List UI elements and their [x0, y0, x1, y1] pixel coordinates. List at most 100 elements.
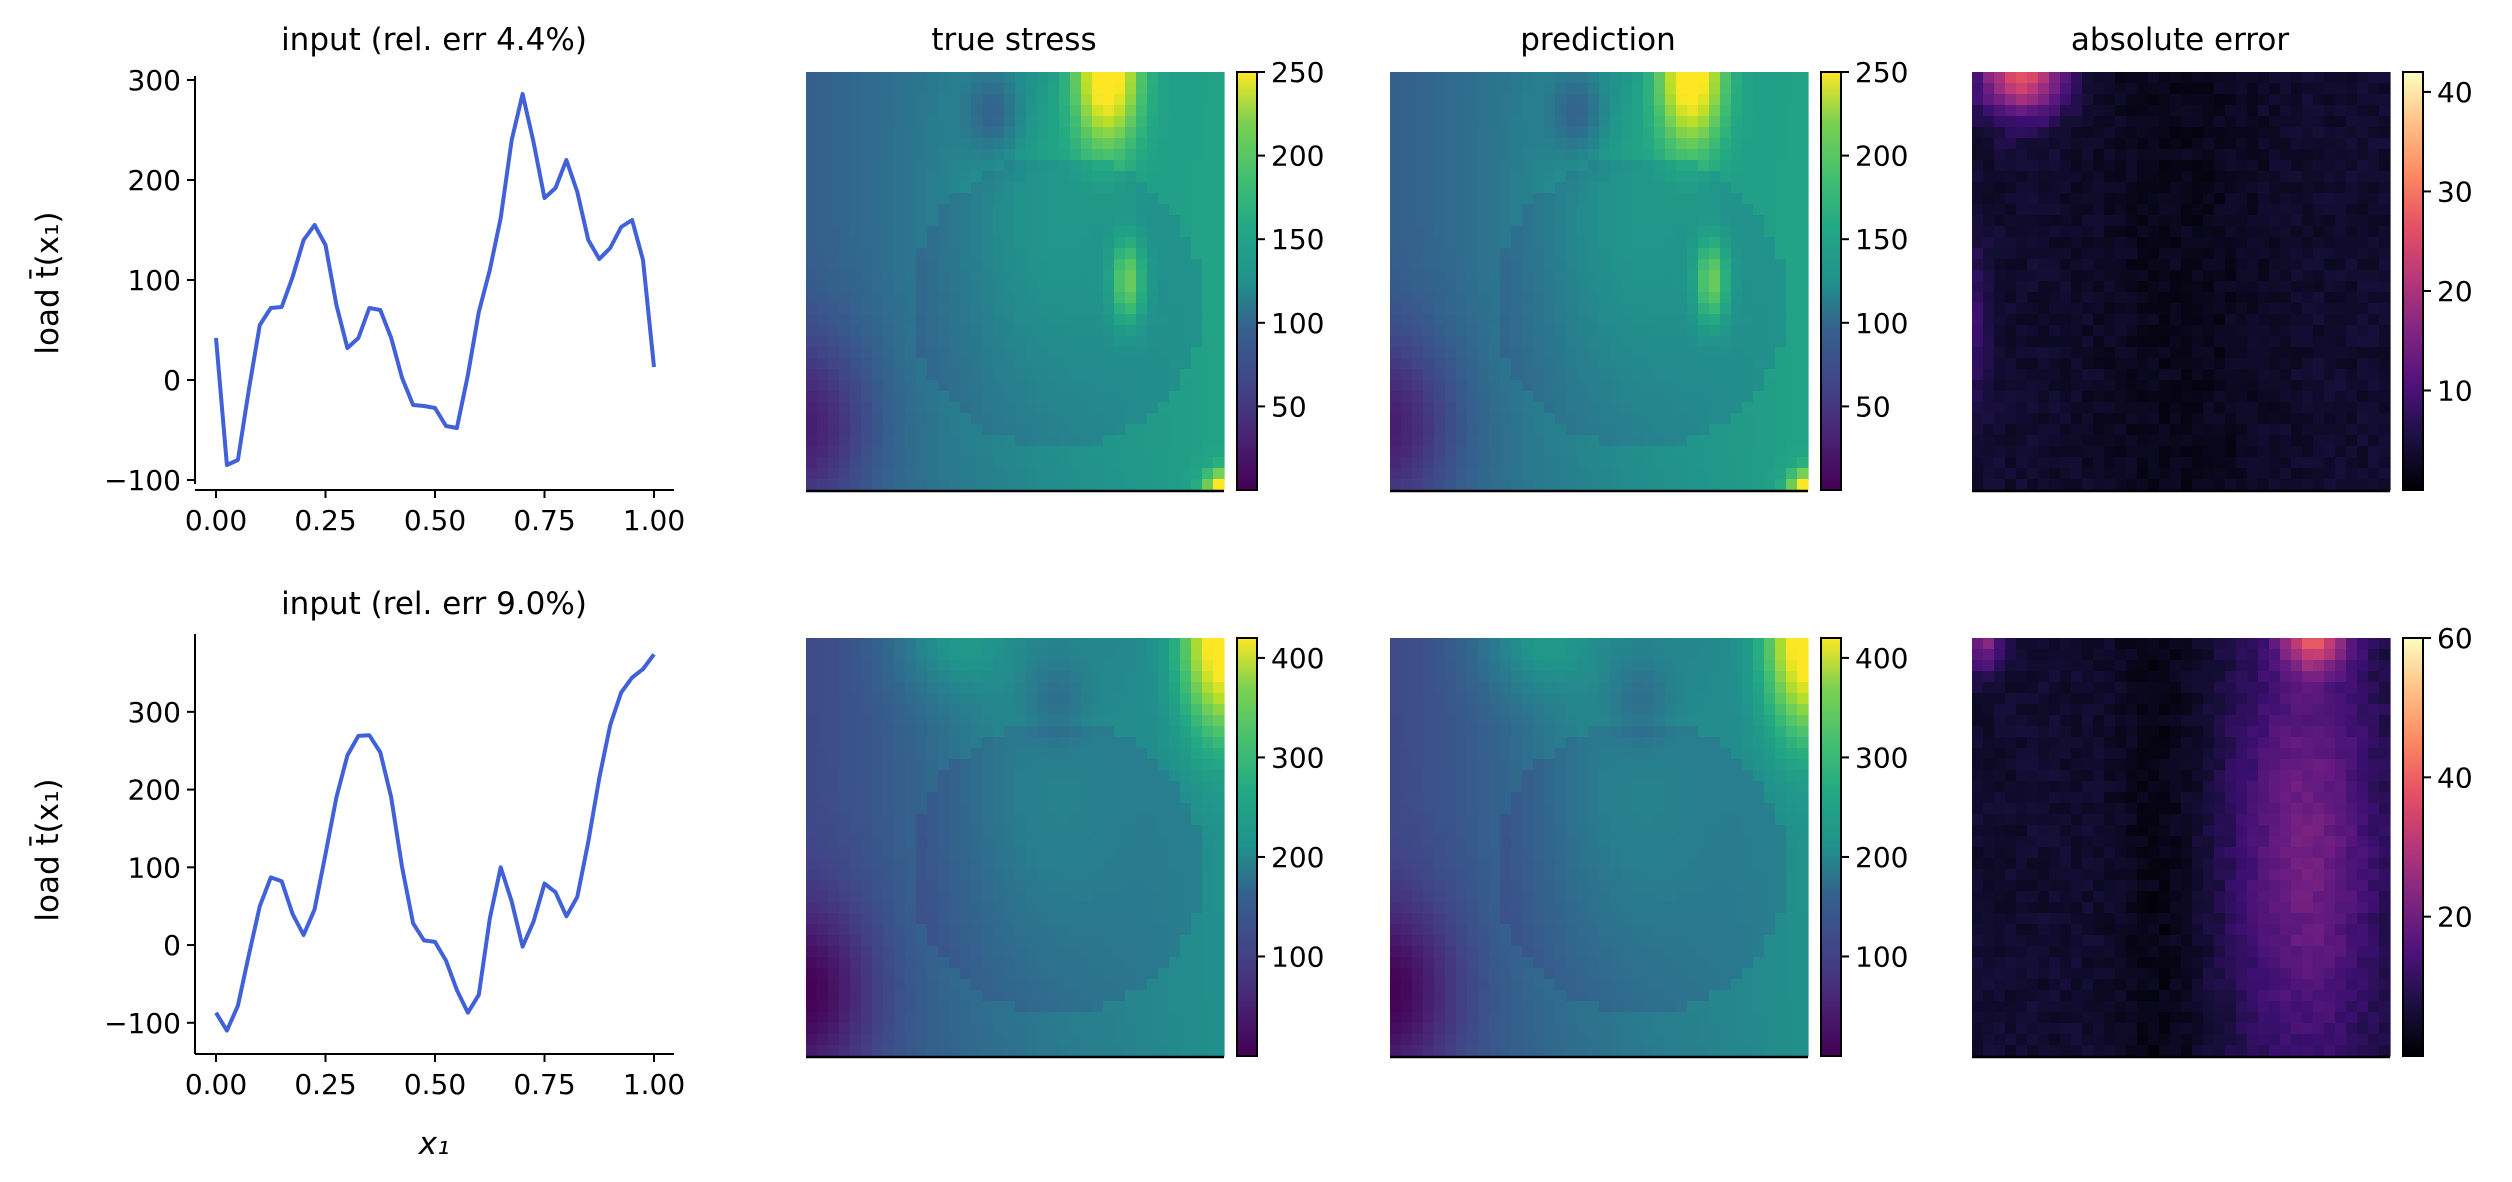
- heatmap-cell: [1390, 215, 1402, 227]
- heatmap-cell: [817, 649, 829, 661]
- heatmap-cell: [2368, 336, 2380, 348]
- heatmap-cell: [1555, 479, 1567, 491]
- heatmap-cell: [894, 380, 906, 392]
- heatmap-cell: [817, 138, 829, 150]
- heatmap-cell: [1797, 369, 1809, 381]
- heatmap-cell: [1070, 457, 1082, 469]
- heatmap-cell: [1676, 325, 1688, 337]
- heatmap-cell: [1401, 347, 1413, 359]
- heatmap-cell: [1555, 391, 1567, 403]
- heatmap-cell: [828, 803, 840, 815]
- heatmap-cell: [1423, 237, 1435, 249]
- heatmap-cell: [2049, 314, 2061, 326]
- heatmap-cell: [1698, 171, 1710, 183]
- heatmap-cell: [1588, 303, 1600, 315]
- heatmap-cell: [1059, 281, 1071, 293]
- heatmap-cell: [1972, 303, 1984, 315]
- heatmap-cell: [938, 402, 950, 414]
- heatmap-cell: [1632, 171, 1644, 183]
- heatmap-cell: [806, 935, 818, 947]
- heatmap-image: [806, 638, 1225, 1059]
- heatmap-cell: [1764, 402, 1776, 414]
- heatmap-cell: [1037, 248, 1049, 260]
- heatmap-cell: [1004, 468, 1016, 480]
- heatmap-cell: [2170, 215, 2182, 227]
- heatmap-cell: [1147, 116, 1159, 128]
- heatmap-cell: [839, 759, 851, 771]
- heatmap-cell: [1709, 336, 1721, 348]
- heatmap-cell: [883, 292, 895, 304]
- heatmap-cell: [2236, 402, 2248, 414]
- heatmap-cell: [2236, 391, 2248, 403]
- heatmap-cell: [2346, 468, 2358, 480]
- heatmap-cell: [916, 847, 928, 859]
- heatmap-cell: [1158, 380, 1170, 392]
- heatmap-cell: [2104, 83, 2116, 95]
- heatmap-cell: [927, 704, 939, 716]
- heatmap-cell: [1136, 171, 1148, 183]
- heatmap-cell: [817, 457, 829, 469]
- heatmap-cell: [1114, 105, 1126, 117]
- heatmap-cell: [1588, 446, 1600, 458]
- heatmap-cell: [949, 814, 961, 826]
- heatmap-cell: [1665, 226, 1677, 238]
- heatmap-cell: [2104, 413, 2116, 425]
- heatmap-cell: [2192, 138, 2204, 150]
- heatmap-cell: [916, 825, 928, 837]
- heatmap-cell: [949, 259, 961, 271]
- heatmap-cell: [1202, 413, 1214, 425]
- heatmap-cell: [1500, 325, 1512, 337]
- heatmap-cell: [1059, 204, 1071, 216]
- heatmap-cell: [2269, 292, 2281, 304]
- heatmap-cell: [1764, 171, 1776, 183]
- y-tick-label: 300: [128, 64, 181, 97]
- heatmap-cell: [971, 182, 983, 194]
- heatmap-cell: [1983, 215, 1995, 227]
- heatmap-cell: [949, 204, 961, 216]
- heatmap-cell: [1390, 479, 1402, 491]
- heatmap-cell: [1786, 303, 1798, 315]
- heatmap-cell: [2335, 457, 2347, 469]
- heatmap-cell: [2181, 204, 2193, 216]
- heatmap-cell: [1555, 292, 1567, 304]
- heatmap-cell: [1434, 435, 1446, 447]
- heatmap-cell: [1015, 193, 1027, 205]
- heatmap-cell: [2203, 347, 2215, 359]
- heatmap-cell: [1125, 402, 1137, 414]
- heatmap-cell: [927, 94, 939, 106]
- heatmap-cell: [861, 902, 873, 914]
- heatmap-cell: [2159, 314, 2171, 326]
- heatmap-cell: [927, 682, 939, 694]
- heatmap-cell: [1103, 402, 1115, 414]
- heatmap-cell: [806, 1045, 818, 1057]
- heatmap-cell: [2038, 270, 2050, 282]
- heatmap-cell: [2258, 402, 2270, 414]
- heatmap-cell: [1434, 270, 1446, 282]
- heatmap-cell: [1544, 248, 1556, 260]
- heatmap-cell: [1544, 281, 1556, 293]
- heatmap-cell: [1983, 281, 1995, 293]
- heatmap-cell: [2005, 138, 2017, 150]
- heatmap-cell: [2225, 204, 2237, 216]
- heatmap-cell: [1456, 160, 1468, 172]
- heatmap-cell: [2159, 270, 2171, 282]
- heatmap-cell: [1566, 292, 1578, 304]
- heatmap-cell: [1037, 325, 1049, 337]
- heatmap-cell: [1026, 259, 1038, 271]
- heatmap-cell: [1775, 314, 1787, 326]
- heatmap-cell: [1081, 292, 1093, 304]
- heatmap-cell: [1081, 215, 1093, 227]
- heatmap-cell: [1731, 402, 1743, 414]
- heatmap-cell: [1709, 72, 1721, 84]
- heatmap-cell: [2027, 204, 2039, 216]
- heatmap-cell: [916, 171, 928, 183]
- heatmap-cell: [1764, 215, 1776, 227]
- heatmap-cell: [938, 369, 950, 381]
- heatmap-cell: [1026, 182, 1038, 194]
- heatmap-cell: [1489, 171, 1501, 183]
- heatmap-cell: [817, 1012, 829, 1024]
- heatmap-cell: [938, 759, 950, 771]
- heatmap-cell: [2104, 479, 2116, 491]
- heatmap-cell: [1731, 413, 1743, 425]
- heatmap-cell: [993, 72, 1005, 84]
